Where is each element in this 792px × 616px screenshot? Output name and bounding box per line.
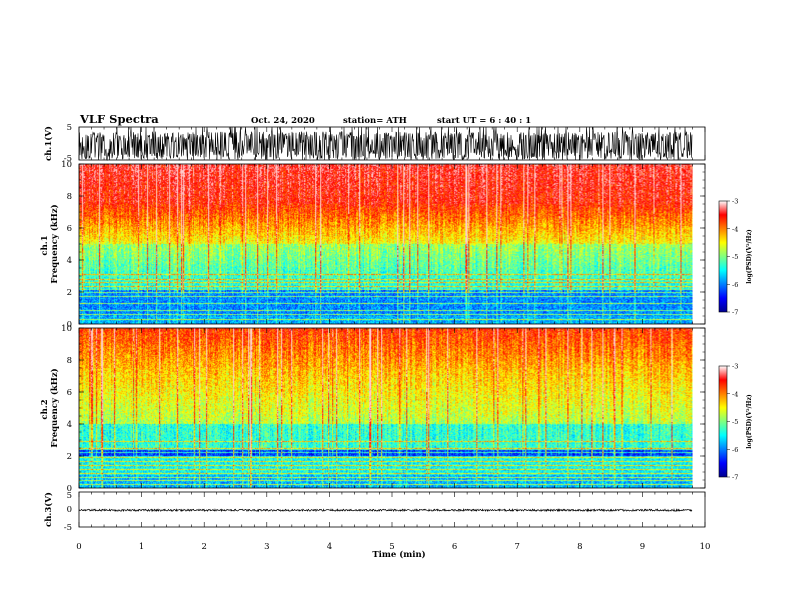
x-tick-label: 4 xyxy=(327,542,332,552)
ch2-colorbar-tick-label: -7 xyxy=(732,474,738,482)
ch2-spec-ytick-label: 0 xyxy=(67,484,72,494)
ch1-spec-ytick-label: 10 xyxy=(61,160,72,170)
ch3-waveform-ylabel: ch.3(V) xyxy=(43,492,54,527)
ch1-colorbar: -3 -4 -5 -6 -7 log(PSD)(V²/Hz) xyxy=(718,198,753,317)
x-tick-label: 2 xyxy=(201,542,206,552)
ch3-ytick-top: 5 xyxy=(67,491,72,501)
ch1-spec-ytick-label: 8 xyxy=(67,192,72,202)
ch1-waveform-ylabel: ch.1(V) xyxy=(43,126,54,161)
ch1-waveform-trace xyxy=(78,126,693,162)
ch2-colorbar: -3 -4 -5 -6 -7 log(PSD)(V²/Hz) xyxy=(718,363,753,482)
station-label: station= ATH xyxy=(343,116,407,126)
ch3-waveform-ticks xyxy=(78,492,706,527)
ch1-colorbar-tick-label: -3 xyxy=(732,198,738,206)
figure-title: VLF Spectra xyxy=(79,112,159,126)
ch1-spec-ytick-label: 4 xyxy=(67,256,72,266)
ch1-ytick-top: 5 xyxy=(67,123,72,133)
ch2-colorbar-tick-label: -4 xyxy=(732,390,738,398)
ch1-colorbar-ticks: -3 -4 -5 -6 -7 xyxy=(727,198,738,317)
ch1-waveform-ticks xyxy=(78,127,706,160)
ch3-waveform-trace xyxy=(78,508,693,513)
start-time-label: start UT = 6 : 40 : 1 xyxy=(437,116,531,126)
ch2-spec-ytick-label: 2 xyxy=(67,452,72,462)
ch1-colorbar-gradient xyxy=(718,200,728,313)
ch2-spec-ytick-label: 8 xyxy=(67,356,72,366)
ch1-spec-ytick-label: 6 xyxy=(67,224,72,234)
ch1-spec-ytick-label: 0 xyxy=(67,320,72,330)
ch2-spectrogram-panel: 0 2 4 6 8 10 ch.2 Frequency (kHz) xyxy=(40,324,706,494)
ch2-colorbar-tick-label: -6 xyxy=(732,446,738,454)
ch1-ylabel-line1: ch.1 xyxy=(40,235,50,255)
ch2-spectrogram-ylabel: ch.2 Frequency (kHz) xyxy=(40,368,60,447)
ch2-spec-ytick-label: 6 xyxy=(67,388,72,398)
ch3-ytick-bottom: -5 xyxy=(64,523,72,533)
ch2-colorbar-gradient xyxy=(718,365,728,478)
x-tick-label: 6 xyxy=(452,542,457,552)
ch1-colorbar-tick-label: -4 xyxy=(732,225,738,233)
ch1-colorbar-tick-label: -6 xyxy=(732,281,738,289)
ch2-spectrogram-yticks: 0 2 4 6 8 10 xyxy=(61,324,705,494)
x-tick-label: 0 xyxy=(76,542,81,552)
x-tick-label: 9 xyxy=(640,542,645,552)
ch1-spectrogram-ylabel: ch.1 Frequency (kHz) xyxy=(40,204,60,283)
x-tick-label: 1 xyxy=(139,542,144,552)
ch3-ytick-mid: 0 xyxy=(67,505,72,515)
x-tick-label: 5 xyxy=(389,542,394,552)
ch2-spec-ytick-label: 10 xyxy=(61,324,72,334)
ch1-waveform-panel: 5 -5 ch.1(V) xyxy=(43,123,706,164)
x-tick-label: 10 xyxy=(700,542,711,552)
ch1-spectrogram-xticks xyxy=(78,164,706,324)
ch2-spectrogram-heatmap xyxy=(79,328,693,488)
x-axis-label: Time (min) xyxy=(372,549,425,560)
x-tick-label: 8 xyxy=(577,542,582,552)
date-label: Oct. 24, 2020 xyxy=(251,116,315,126)
ch2-colorbar-tick-label: -5 xyxy=(732,418,738,426)
ch1-ytick-bottom: -5 xyxy=(64,154,72,164)
ch2-colorbar-ticks: -3 -4 -5 -6 -7 xyxy=(727,363,738,482)
x-tick-label: 3 xyxy=(264,542,269,552)
ch1-spectrogram-yticks: 0 2 4 6 8 10 xyxy=(61,160,705,330)
ch1-spectrogram-panel: 0 2 4 6 8 10 ch.1 Frequency (kHz) xyxy=(40,160,706,330)
ch2-colorbar-tick-label: -3 xyxy=(732,363,738,371)
ch1-spec-ytick-label: 2 xyxy=(67,288,72,298)
x-axis-tick-labels: 0 1 2 3 4 5 6 7 8 9 10 xyxy=(76,542,710,552)
ch1-colorbar-title: log(PSD)(V²/Hz) xyxy=(746,229,753,284)
ch1-ylabel-line2: Frequency (kHz) xyxy=(49,204,60,283)
ch1-colorbar-tick-label: -5 xyxy=(732,253,738,261)
ch1-colorbar-tick-label: -7 xyxy=(732,309,738,317)
ch2-ylabel-line1: ch.2 xyxy=(40,399,50,419)
ch2-colorbar-title: log(PSD)(V²/Hz) xyxy=(746,394,753,449)
x-tick-label: 7 xyxy=(514,542,519,552)
ch3-waveform-panel: 5 0 -5 ch.3(V) xyxy=(43,491,706,533)
ch1-spectrogram-heatmap xyxy=(79,164,693,324)
ch2-spec-ytick-label: 4 xyxy=(67,420,72,430)
ch2-spectrogram-xticks xyxy=(78,328,706,488)
ch2-ylabel-line2: Frequency (kHz) xyxy=(49,368,60,447)
